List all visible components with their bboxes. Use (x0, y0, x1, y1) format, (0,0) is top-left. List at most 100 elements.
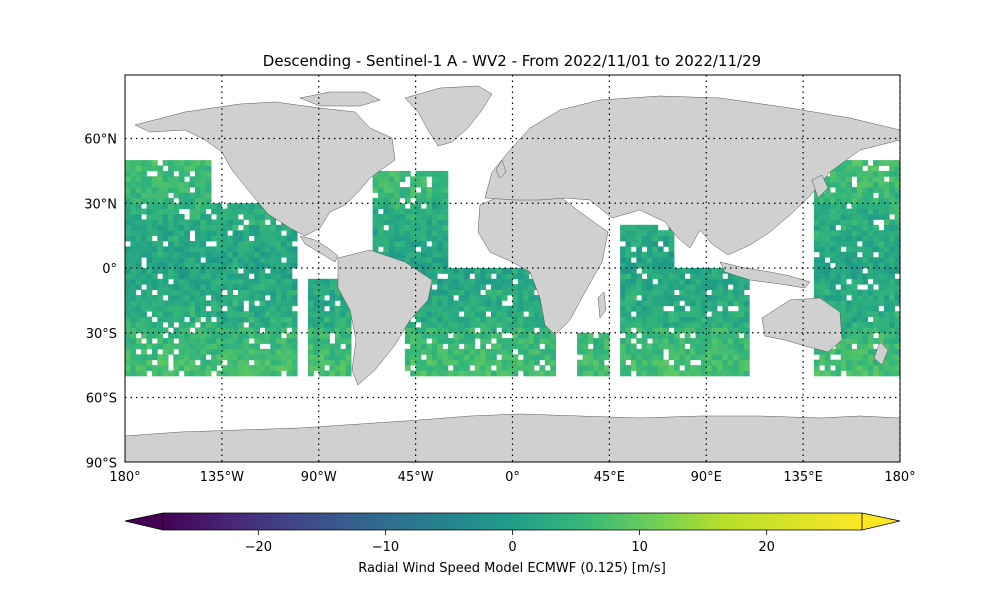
wind-cell (437, 284, 443, 290)
wind-cell (146, 251, 153, 258)
wind-cell (238, 359, 244, 366)
lon-tick-label: 180° (884, 470, 915, 485)
wind-cell (883, 300, 890, 307)
wind-cell (286, 241, 293, 247)
wind-cell (641, 305, 648, 312)
wind-cell (404, 197, 411, 204)
wind-cell (517, 305, 524, 312)
wind-cell (889, 257, 895, 263)
wind-cell (733, 289, 739, 296)
wind-cell (281, 268, 287, 274)
wind-cell (216, 343, 223, 350)
wind-cell (620, 338, 626, 344)
wind-cell (232, 219, 239, 226)
wind-cell (813, 284, 820, 290)
wind-cell (496, 300, 503, 307)
wind-cell (889, 343, 895, 350)
wind-cell (706, 359, 713, 366)
wind-cell (162, 262, 169, 269)
wind-cell (264, 316, 271, 323)
wind-cell (345, 332, 352, 339)
wind-cell (318, 332, 325, 339)
wind-cell (652, 343, 659, 350)
wind-cell (824, 203, 831, 210)
wind-cell (711, 295, 718, 301)
wind-cell (480, 359, 486, 366)
wind-cell (313, 305, 320, 312)
wind-cell (248, 268, 255, 274)
wind-cell (523, 295, 530, 301)
wind-cell (173, 295, 180, 301)
colorbar-tick-label: −10 (372, 540, 399, 555)
wind-cell (157, 165, 164, 172)
wind-cell (534, 300, 540, 307)
wind-cell (587, 348, 594, 355)
wind-cell (856, 365, 863, 371)
wind-cell (830, 181, 836, 188)
wind-cell (200, 181, 207, 188)
wind-cell (700, 343, 707, 350)
wind-cell (512, 295, 519, 301)
wind-cell (324, 322, 330, 328)
wind-cell (200, 338, 207, 344)
wind-cell (862, 359, 869, 366)
wind-cell (647, 278, 653, 285)
wind-cell (211, 268, 217, 274)
wind-cell (200, 327, 207, 334)
wind-cell (442, 257, 449, 263)
wind-cell (264, 278, 271, 285)
wind-cell (173, 160, 180, 166)
wind-cell (243, 214, 250, 220)
wind-cell (442, 365, 449, 371)
wind-cell (501, 311, 508, 317)
map-title: Descending - Sentinel-1 A - WV2 - From 2… (263, 52, 761, 70)
wind-cell (534, 316, 540, 323)
wind-cell (717, 284, 723, 290)
wind-cell (130, 262, 137, 269)
wind-cell (178, 359, 185, 366)
wind-cell (625, 327, 632, 334)
wind-cell (264, 370, 271, 377)
wind-cell (496, 305, 503, 312)
wind-cell (743, 327, 750, 334)
wind-cell (421, 246, 427, 253)
wind-cell (819, 251, 826, 258)
wind-cell (437, 235, 443, 242)
wind-cell (308, 370, 314, 377)
wind-cell (211, 354, 217, 361)
wind-cell (141, 176, 147, 183)
wind-cell (275, 289, 282, 296)
wind-cell (232, 295, 239, 301)
wind-cell (867, 203, 874, 210)
wind-cell (889, 181, 895, 188)
wind-cell (232, 214, 239, 220)
wind-cell (873, 208, 879, 215)
wind-cell (835, 165, 842, 172)
wind-cell (135, 370, 142, 377)
wind-cell (480, 300, 486, 307)
wind-cell (173, 246, 180, 253)
wind-cell (404, 241, 411, 247)
wind-cell (733, 332, 739, 339)
wind-cell (340, 300, 347, 307)
wind-cell (647, 316, 653, 323)
wind-cell (620, 316, 626, 323)
wind-cell (329, 300, 336, 307)
wind-cell (824, 273, 831, 280)
wind-cell (146, 354, 153, 361)
wind-cell (372, 246, 379, 253)
wind-cell (135, 295, 142, 301)
wind-cell (647, 311, 653, 317)
wind-cell (458, 316, 465, 323)
wind-cell (329, 343, 336, 350)
wind-cell (334, 322, 341, 328)
wind-cell (254, 359, 260, 366)
wind-cell (227, 257, 234, 263)
wind-cell (372, 187, 379, 193)
wind-cell (700, 305, 707, 312)
wind-cell (184, 305, 190, 312)
wind-cell (856, 192, 863, 199)
wind-cell (835, 246, 842, 253)
wind-cell (819, 241, 826, 247)
wind-cell (862, 300, 869, 307)
